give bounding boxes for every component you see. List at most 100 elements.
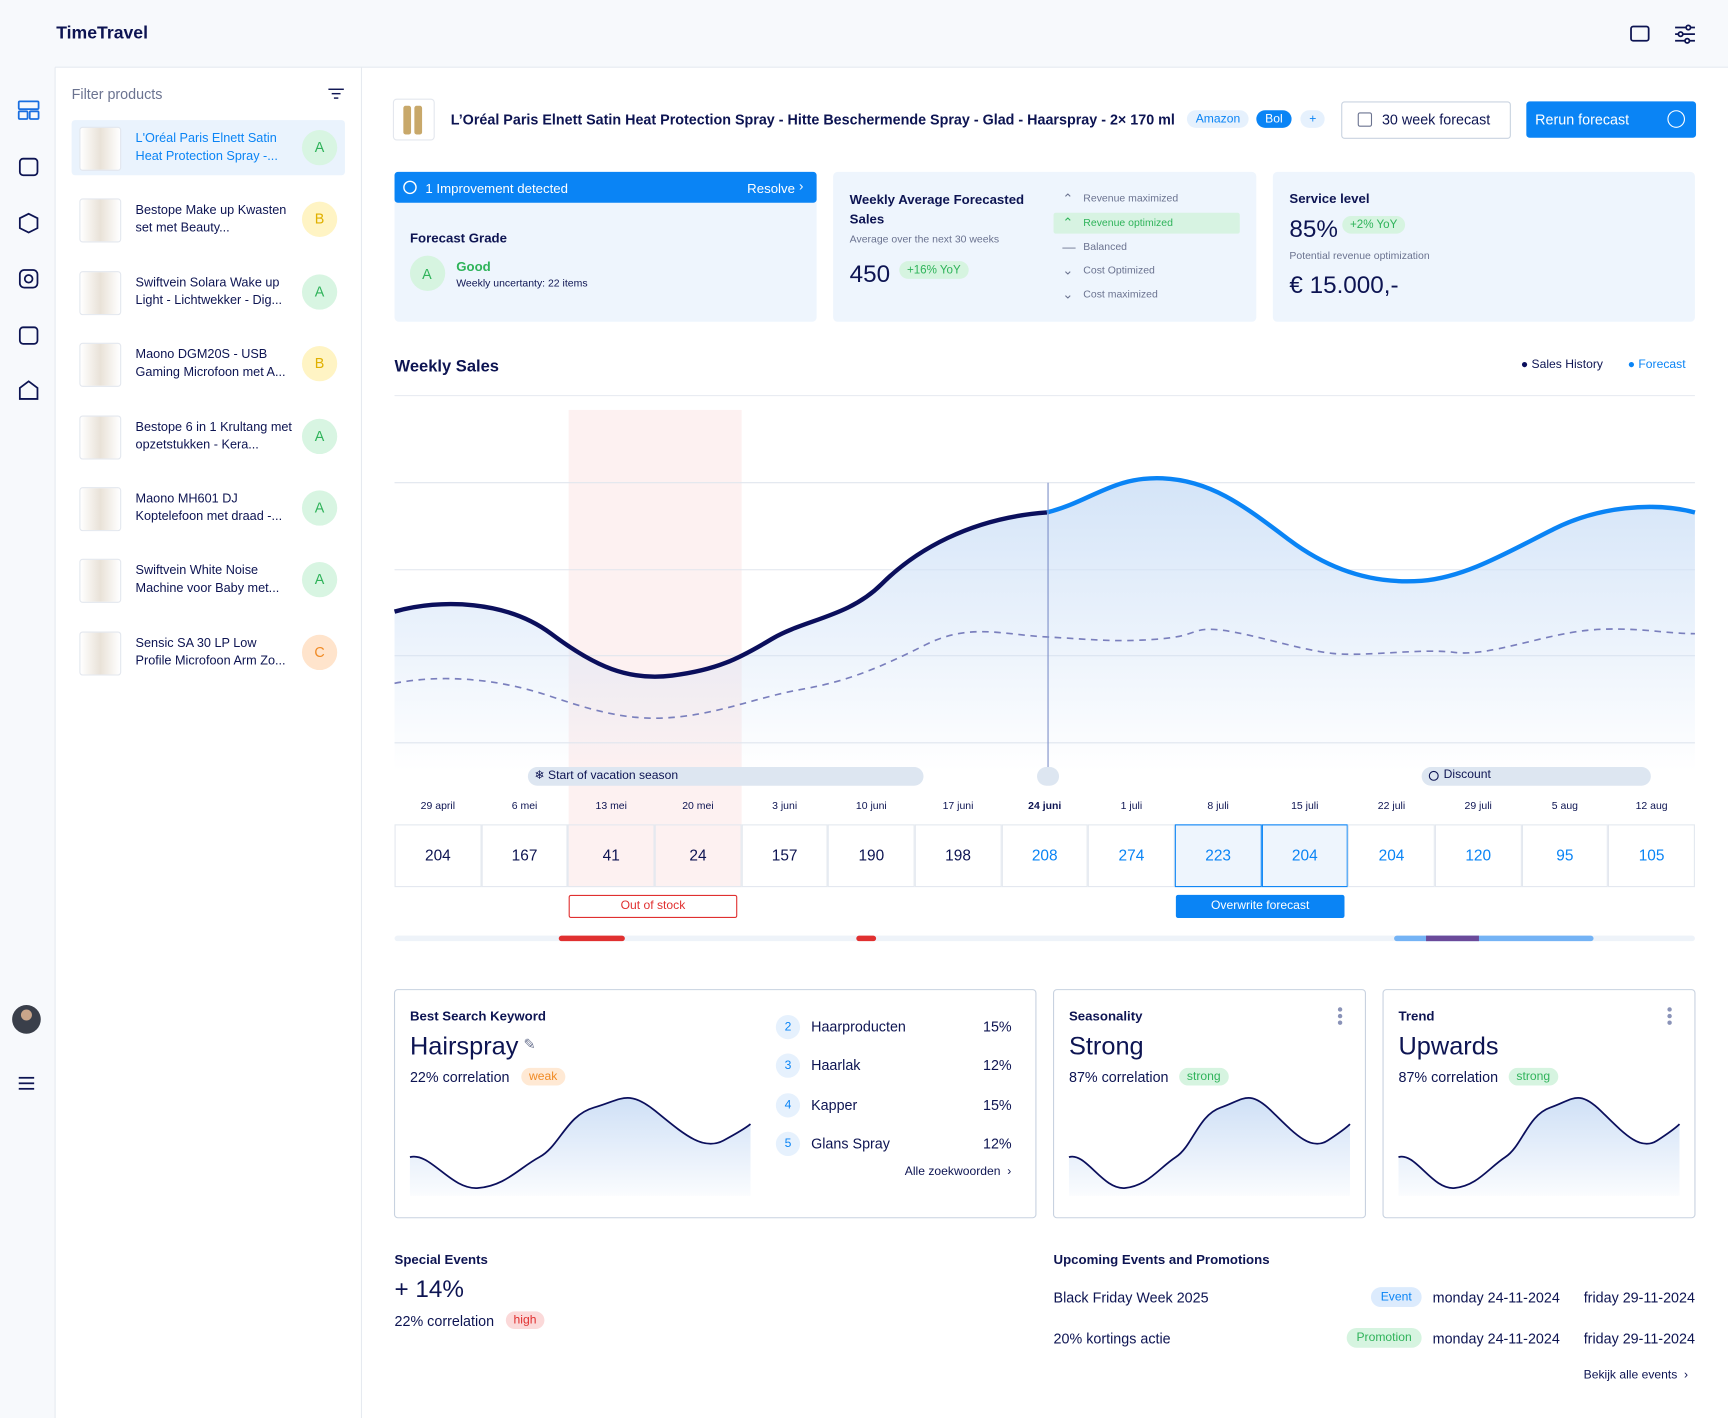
horizon-select[interactable]: 30 week forecast — [1341, 101, 1511, 139]
week-cell[interactable]: 204 — [394, 824, 482, 888]
event-tag: Promotion — [1346, 1327, 1422, 1348]
sparkline — [409, 1096, 752, 1189]
product-name: L'Oréal Paris Elnett Satin Heat Protecti… — [135, 132, 278, 164]
area-fill — [394, 478, 1695, 772]
week-cell[interactable]: 223 — [1174, 824, 1262, 888]
settings-icon[interactable] — [1675, 24, 1695, 44]
menu-icon[interactable] — [1337, 1007, 1672, 1025]
event-start: monday 24-11-2024 — [1432, 1289, 1560, 1306]
product-thumb — [79, 559, 122, 604]
week-cell[interactable]: 120 — [1434, 824, 1522, 888]
week-cell[interactable]: 198 — [914, 824, 1002, 888]
nav-icon[interactable] — [18, 157, 39, 177]
service-change: +2% YoY — [1342, 215, 1406, 234]
option-label[interactable]: Revenue optimized — [1083, 216, 1173, 230]
option-label[interactable]: Revenue maximized — [1083, 192, 1179, 205]
rank-badge: 3 — [775, 1053, 801, 1079]
resolve-link[interactable]: Resolve — [747, 180, 795, 197]
history-line — [393, 510, 1048, 679]
option-label[interactable]: Cost Optimized — [1083, 264, 1155, 278]
week-cell[interactable]: 167 — [481, 824, 568, 888]
grade-label: Forecast Grade — [409, 230, 507, 246]
event-start: monday 24-11-2024 — [1432, 1330, 1560, 1347]
channel-pill[interactable]: Bol — [1256, 110, 1292, 128]
week-cell[interactable]: 41 — [567, 824, 655, 888]
nav-icon[interactable] — [18, 326, 39, 345]
legend-label: Forecast — [1638, 358, 1686, 372]
edit-icon[interactable]: ✎ — [523, 1035, 536, 1053]
settings-icon[interactable] — [18, 1076, 35, 1090]
grade-badge: C — [301, 634, 338, 670]
week-cell[interactable]: 105 — [1608, 824, 1695, 888]
card-label: Best Search Keyword — [409, 1008, 546, 1024]
option-label[interactable]: Balanced — [1083, 240, 1127, 254]
banner-text: 1 Improvement detected — [425, 180, 568, 197]
keyword-share: 15% — [982, 1096, 1012, 1113]
product-title: L’Oréal Paris Elnett Satin Heat Protecti… — [450, 111, 1175, 128]
week-cell[interactable]: 204 — [1348, 824, 1435, 888]
timeline-segment — [1426, 935, 1479, 942]
week-label: 20 mei — [682, 800, 714, 813]
strength-badge: weak — [521, 1067, 566, 1086]
option-label[interactable]: Cost maximized — [1083, 288, 1158, 302]
week-cell[interactable]: 95 — [1521, 824, 1609, 888]
product-thumb — [79, 415, 122, 460]
filter-icon[interactable] — [328, 88, 344, 99]
card-value: Hairspray — [409, 1031, 519, 1061]
card-label: Seasonality — [1068, 1008, 1143, 1024]
grade-badge: A — [301, 274, 338, 310]
event-name: Black Friday Week 2025 — [1053, 1289, 1209, 1306]
week-label: 29 juli — [1464, 800, 1492, 813]
grade-badge — [409, 255, 446, 291]
sales-change: +16% YoY — [899, 261, 969, 279]
filter-label[interactable]: Filter products — [71, 85, 163, 103]
rerun-button[interactable]: Rerun forecast — [1526, 101, 1697, 138]
grade-letter: A — [422, 265, 432, 283]
nav-icon[interactable] — [18, 269, 39, 289]
product-thumb — [79, 198, 122, 243]
sparkline-area — [1068, 1097, 1350, 1196]
week-cell[interactable]: 208 — [1001, 824, 1089, 888]
week-cell[interactable]: 204 — [1261, 824, 1349, 888]
grade-badge: B — [301, 202, 338, 238]
event-end: friday 29-11-2024 — [1583, 1330, 1695, 1347]
sales-subtitle: Average over the next 30 weeks — [849, 233, 1000, 246]
overwrite-button[interactable]: Overwrite forecast — [1175, 894, 1345, 918]
more-link[interactable]: Alle zoekwoorden › — [904, 1164, 1012, 1179]
channel-pill[interactable]: + — [1300, 110, 1326, 128]
service-card — [1272, 171, 1695, 322]
chevron: › — [798, 178, 804, 194]
week-label: 10 juni — [855, 800, 887, 813]
service-title: Service level — [1289, 190, 1370, 207]
option-icon: ⌃ — [1062, 190, 1074, 207]
channel-pill[interactable]: Amazon — [1186, 110, 1250, 128]
card-value: Upwards — [1398, 1031, 1499, 1061]
week-cell[interactable]: 24 — [654, 824, 742, 888]
calendar-icon — [1357, 112, 1373, 127]
correlation: 22% correlation — [394, 1312, 495, 1330]
improvement-banner[interactable] — [394, 171, 817, 203]
keyword-share: 12% — [982, 1057, 1012, 1074]
week-label: 24 juni — [1028, 800, 1062, 813]
product-thumb — [79, 270, 122, 315]
week-cell[interactable]: 274 — [1088, 824, 1175, 888]
upcoming-title: Upcoming Events and Promotions — [1053, 1251, 1270, 1268]
grade-badge: A — [301, 130, 338, 166]
nav-icon[interactable] — [17, 100, 40, 110]
out-of-stock-button[interactable]: Out of stock — [568, 894, 738, 918]
more-text: Alle zoekwoorden — [904, 1164, 1001, 1179]
nav-icon[interactable] — [18, 212, 39, 234]
timeline-track — [394, 935, 1695, 942]
app-name: TimeTravel — [56, 24, 149, 43]
week-cell[interactable]: 157 — [741, 824, 828, 888]
chat-icon[interactable] — [1630, 25, 1650, 42]
more-link[interactable]: Bekijk alle events › — [1583, 1368, 1689, 1382]
nav-icon[interactable] — [18, 380, 39, 400]
product-thumb — [79, 126, 122, 171]
week-label: 17 juni — [942, 800, 974, 813]
card-value: Strong — [1068, 1031, 1144, 1061]
week-cell[interactable]: 190 — [827, 824, 915, 888]
sparkline-area — [1398, 1097, 1680, 1196]
keyword-share: 15% — [982, 1018, 1012, 1035]
